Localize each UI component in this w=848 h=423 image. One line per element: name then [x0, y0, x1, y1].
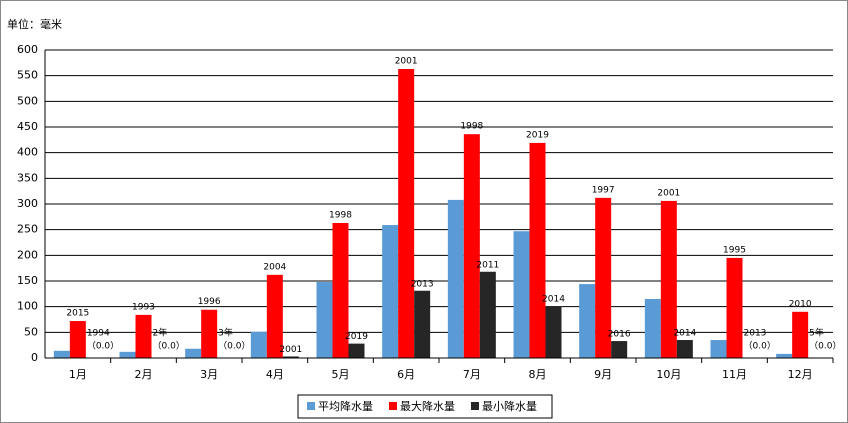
bar-annotation: （0.0） [809, 341, 841, 352]
bar-annotation: （0.0） [153, 341, 185, 352]
unit-label: 单位：毫米 [7, 17, 62, 31]
bar [69, 321, 86, 358]
x-tick-label: 11月 [722, 368, 747, 381]
y-tick-label: 200 [17, 248, 38, 261]
x-tick-label: 2月 [135, 368, 153, 381]
bar [676, 340, 693, 358]
bar-annotation: 2013 [411, 279, 434, 289]
bar-annotation: 2004 [263, 262, 286, 272]
bar-annotation: 2019 [526, 130, 549, 140]
bar [119, 351, 136, 358]
legend-swatch [389, 402, 397, 410]
bar [776, 353, 793, 358]
y-tick-label: 350 [17, 171, 38, 184]
bar-annotation: 2001 [279, 345, 302, 355]
bar [185, 348, 202, 358]
x-tick-label: 1月 [69, 368, 87, 381]
bar-annotation: 1998 [460, 122, 483, 132]
bar [348, 343, 365, 358]
bar-annotation: 2001 [395, 56, 418, 66]
bar [135, 314, 152, 358]
y-tick-label: 400 [17, 146, 38, 159]
legend-label: 平均降水量 [318, 399, 373, 413]
y-tick-label: 100 [17, 300, 38, 313]
bar [447, 199, 464, 358]
bar [282, 356, 299, 358]
bar-annotation: 2001 [657, 188, 680, 198]
bar [201, 309, 218, 358]
bar-annotation: 2015 [66, 309, 89, 319]
bar [513, 231, 530, 358]
legend-label: 最小降水量 [482, 399, 537, 413]
x-tick-label: 12月 [788, 368, 813, 381]
bar [53, 350, 70, 358]
bar-annotation: 2016 [608, 330, 631, 340]
legend-swatch [307, 402, 315, 410]
bar-annotation: 2年 [153, 327, 168, 339]
bar [398, 68, 415, 358]
x-tick-label: 3月 [200, 368, 218, 381]
legend-box [297, 394, 553, 419]
y-tick-label: 450 [17, 120, 38, 133]
bar-annotation: 1997 [592, 185, 615, 195]
y-tick-label: 550 [17, 69, 38, 82]
x-tick-label: 7月 [463, 368, 481, 381]
bar [545, 306, 562, 358]
bar-annotation: 1998 [329, 210, 352, 220]
bar-annotation: 2014 [542, 295, 565, 305]
bar [250, 331, 267, 358]
bar-annotation: 2011 [476, 260, 499, 270]
bar [529, 142, 546, 358]
legend-label: 最大降水量 [400, 399, 455, 413]
x-tick-label: 5月 [332, 368, 350, 381]
bar [382, 225, 399, 358]
bar-annotation: 1995 [723, 245, 746, 255]
x-tick-label: 10月 [656, 368, 681, 381]
bar [316, 282, 333, 358]
bar-annotation: 2010 [789, 299, 812, 309]
bar [414, 290, 431, 358]
y-tick-label: 150 [17, 274, 38, 287]
y-tick-label: 500 [17, 94, 38, 107]
bar [595, 197, 612, 358]
bar-annotation: 2019 [345, 332, 368, 342]
bar [660, 200, 677, 358]
bar-annotation: 2014 [673, 329, 696, 339]
bar [579, 284, 596, 358]
x-tick-label: 6月 [397, 368, 415, 381]
bar [726, 257, 743, 358]
bar [463, 134, 480, 358]
y-tick-label: 600 [17, 43, 38, 56]
bar [332, 222, 349, 358]
bar-annotation: （0.0） [744, 341, 776, 352]
y-tick-label: 50 [24, 325, 38, 338]
y-tick-label: 0 [31, 351, 38, 364]
bar-annotation: 5年 [809, 327, 824, 339]
bar-annotation: 2013 [744, 329, 767, 339]
bar-annotation: 3年 [218, 327, 233, 339]
bar [644, 298, 661, 358]
x-tick-label: 9月 [594, 368, 612, 381]
y-tick-label: 300 [17, 197, 38, 210]
bar-annotation: 1994 [87, 329, 110, 339]
bar-annotation: 1993 [132, 302, 155, 312]
bar [266, 274, 283, 358]
y-tick-label: 250 [17, 223, 38, 236]
bar-annotation: （0.0） [87, 341, 119, 352]
bar [611, 341, 628, 358]
bar-annotation: （0.0） [218, 341, 250, 352]
x-tick-label: 8月 [529, 368, 547, 381]
bar [710, 340, 727, 358]
bar-annotation: 1996 [198, 297, 221, 307]
bar [479, 271, 496, 358]
x-tick-label: 4月 [266, 368, 284, 381]
legend-swatch [471, 402, 479, 410]
bar [792, 311, 809, 358]
